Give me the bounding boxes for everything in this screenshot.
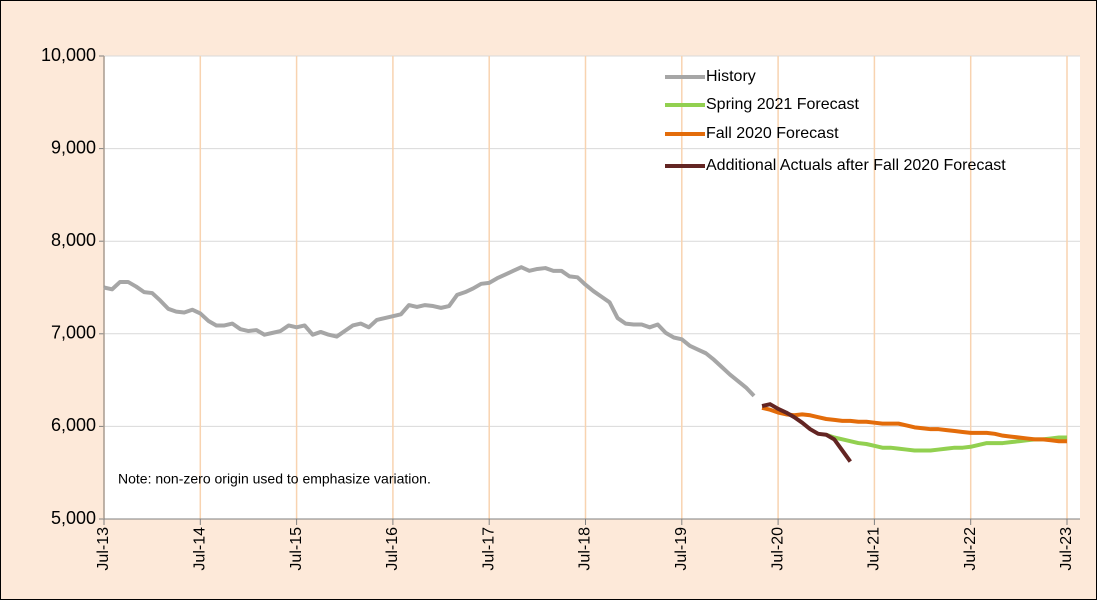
series-line [761, 402, 852, 463]
y-tick-label: 5,000 [51, 508, 96, 528]
legend-label: Spring 2021 Forecast [706, 96, 860, 113]
y-tick-label: 9,000 [51, 137, 96, 157]
x-tick-label: Jul-20 [769, 527, 786, 571]
x-tick-label: Jul-16 [384, 527, 401, 571]
series-line [761, 405, 1067, 444]
x-tick-label: Jul-15 [288, 527, 305, 571]
x-tick-label: Jul-23 [1058, 527, 1075, 571]
legend-label: History [706, 68, 756, 85]
y-tick-label: 7,000 [51, 323, 96, 343]
x-tick-label: Jul-19 [673, 527, 690, 571]
x-tick-label: Jul-13 [95, 527, 112, 571]
legend-label: Additional Actuals after Fall 2020 Forec… [706, 157, 1006, 174]
note: Note: non-zero origin used to emphasize … [118, 471, 431, 487]
x-tick-label: Jul-22 [962, 527, 979, 571]
y-tick-label: 8,000 [51, 230, 96, 250]
series-line [103, 265, 756, 398]
legend-label: Fall 2020 Forecast [706, 125, 839, 142]
y-tick-label: 10,000 [41, 45, 96, 65]
x-tick-label: Jul-21 [866, 527, 883, 571]
x-tick-label: Jul-17 [480, 527, 497, 571]
x-tick-label: Jul-14 [192, 527, 209, 571]
y-tick-label: 6,000 [51, 415, 96, 435]
x-tick-label: Jul-18 [577, 527, 594, 571]
